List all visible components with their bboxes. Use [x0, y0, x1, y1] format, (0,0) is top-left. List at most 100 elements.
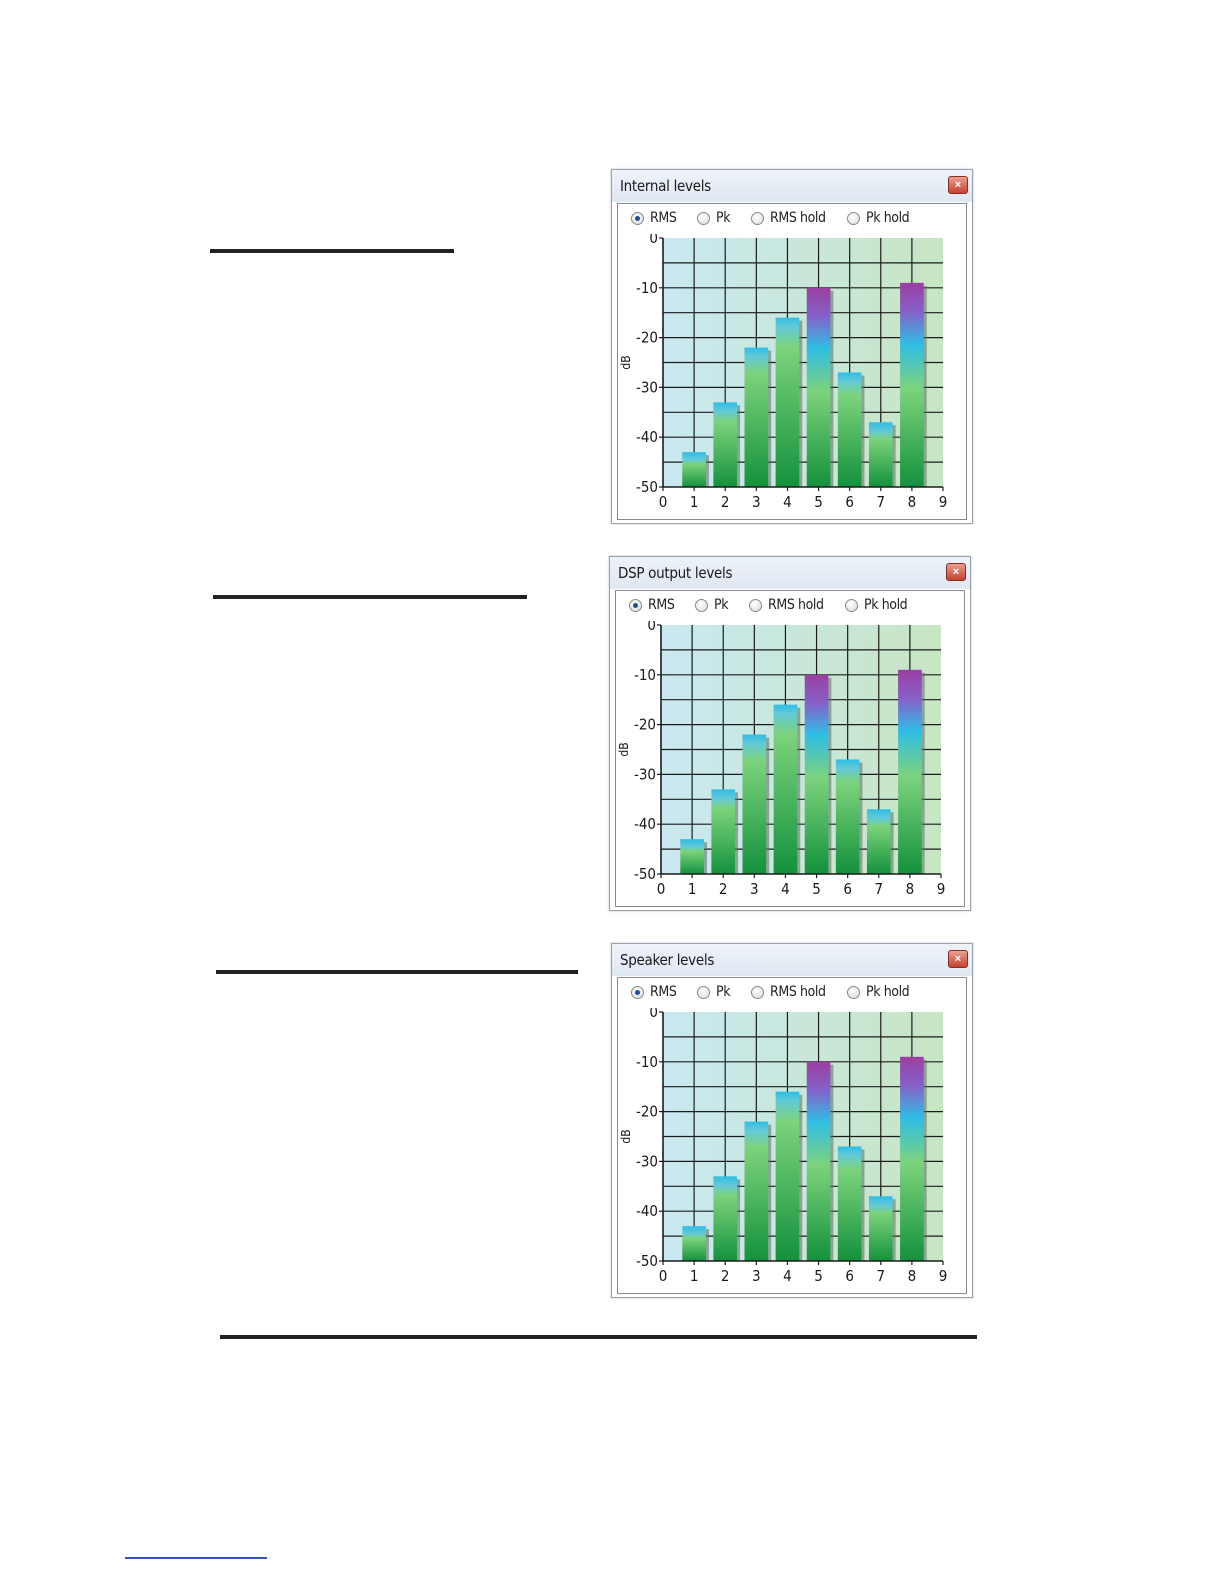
level-bar-7	[866, 809, 891, 874]
level-bar-chart: 0-10-20-30-40-500 1 2 3 4 5 6 7 8 9dB	[619, 1008, 947, 1285]
x-tick-label: 9	[937, 880, 946, 898]
y-tick-label: -50	[636, 478, 658, 496]
x-tick-label: 3	[752, 493, 761, 511]
y-tick-label: -20	[634, 716, 656, 734]
dsp-output-levels-window[interactable]: DSP output levels × RMS Pk RMS hold Pk h…	[609, 556, 971, 911]
y-tick-label: -40	[634, 815, 656, 833]
x-tick-label: 3	[752, 1267, 761, 1285]
radio-label: RMS	[650, 984, 677, 1000]
x-tick-label: 4	[781, 880, 790, 898]
y-tick-label: -10	[636, 279, 658, 297]
window-title: Internal levels	[620, 177, 711, 195]
x-tick-label: 5	[814, 493, 823, 511]
radio-indicator[interactable]	[629, 599, 642, 612]
y-axis-label: dB	[617, 742, 631, 756]
level-bar-2	[713, 402, 738, 487]
radio-label: Pk hold	[866, 984, 910, 1000]
title-bar[interactable]: Speaker levels ×	[612, 944, 972, 976]
x-tick-label: 2	[721, 493, 730, 511]
x-tick-label: 0	[657, 880, 666, 898]
radio-label: Pk hold	[866, 210, 910, 226]
y-tick-label: -30	[636, 1152, 658, 1170]
radio-label: RMS	[650, 210, 677, 226]
radio-indicator[interactable]	[847, 986, 860, 999]
radio-indicator[interactable]	[845, 599, 858, 612]
level-bar-6	[837, 1146, 862, 1261]
level-bar-3	[744, 347, 769, 487]
y-tick-label: 0	[649, 1008, 658, 1021]
level-bar-4	[775, 317, 800, 487]
radio-label: Pk	[714, 597, 729, 613]
radio-label: RMS hold	[770, 210, 826, 226]
x-tick-label: 7	[876, 493, 885, 511]
radio-indicator[interactable]	[695, 599, 708, 612]
mode-radio-group: RMS Pk RMS hold Pk hold	[616, 591, 964, 621]
y-axis-label: dB	[619, 1129, 633, 1143]
x-tick-label: 7	[874, 880, 883, 898]
level-bar-2	[711, 789, 736, 874]
radio-label: Pk	[716, 210, 731, 226]
radio-indicator[interactable]	[751, 986, 764, 999]
mode-radio-group: RMS Pk RMS hold Pk hold	[618, 978, 966, 1008]
x-tick-label: 1	[690, 493, 699, 511]
title-bar[interactable]: DSP output levels ×	[610, 557, 970, 589]
y-tick-label: -50	[636, 1252, 658, 1270]
close-icon: ×	[954, 953, 962, 965]
radio-indicator[interactable]	[631, 212, 644, 225]
x-tick-label: 8	[906, 880, 915, 898]
internal-levels-window[interactable]: Internal levels × RMS Pk RMS hold Pk hol…	[611, 169, 973, 524]
y-tick-label: -40	[636, 428, 658, 446]
close-icon: ×	[954, 179, 962, 191]
level-bar-3	[744, 1121, 769, 1261]
y-tick-label: 0	[647, 621, 656, 634]
level-bar-chart: 0-10-20-30-40-500 1 2 3 4 5 6 7 8 9dB	[619, 234, 948, 511]
x-tick-label: 8	[908, 1267, 917, 1285]
x-tick-label: 6	[845, 493, 854, 511]
close-button[interactable]: ×	[946, 563, 966, 581]
level-bar-5	[806, 287, 831, 487]
mode-radio-group: RMS Pk RMS hold Pk hold	[618, 204, 966, 234]
level-bar-5	[804, 674, 829, 874]
x-tick-label: 2	[721, 1267, 730, 1285]
x-tick-label: 0	[659, 493, 668, 511]
radio-indicator[interactable]	[751, 212, 764, 225]
window-title: DSP output levels	[618, 564, 733, 582]
x-tick-label: 0	[659, 1267, 668, 1285]
close-button[interactable]: ×	[948, 176, 968, 194]
level-bar-4	[775, 1091, 800, 1261]
y-tick-label: -10	[634, 666, 656, 684]
y-tick-label: -20	[636, 1103, 658, 1121]
meter-panel: RMS Pk RMS hold Pk hold 0 -10 -20 -30 -40 -50…	[617, 203, 967, 520]
level-bar-1	[682, 1226, 706, 1261]
y-axis-label: dB	[619, 355, 633, 369]
close-button[interactable]: ×	[948, 950, 968, 968]
level-bar-1	[680, 839, 704, 874]
section-rule-internal	[210, 249, 454, 253]
x-tick-label: 1	[690, 1267, 699, 1285]
radio-indicator[interactable]	[631, 986, 644, 999]
y-tick-label: -10	[636, 1053, 658, 1071]
speaker-levels-window[interactable]: Speaker levels × RMS Pk RMS hold Pk hold…	[611, 943, 973, 1298]
x-tick-label: 7	[876, 1267, 885, 1285]
x-tick-label: 5	[814, 1267, 823, 1285]
radio-label: RMS	[648, 597, 675, 613]
level-bar-chart: 0-10-20-30-40-500 1 2 3 4 5 6 7 8 9dB	[617, 621, 946, 898]
title-bar[interactable]: Internal levels ×	[612, 170, 972, 202]
radio-indicator[interactable]	[749, 599, 762, 612]
y-tick-label: -30	[634, 765, 656, 783]
radio-indicator[interactable]	[697, 986, 710, 999]
y-tick-label: -30	[636, 378, 658, 396]
x-tick-label: 4	[783, 493, 792, 511]
radio-label: Pk	[716, 984, 731, 1000]
level-bar-4	[773, 704, 798, 874]
window-title: Speaker levels	[620, 951, 715, 969]
x-tick-label: 9	[939, 493, 948, 511]
x-tick-label: 5	[812, 880, 821, 898]
meter-panel: RMS Pk RMS hold Pk hold 0 -10 -20 -30 -40 -50…	[617, 977, 967, 1294]
x-tick-label: 6	[845, 1267, 854, 1285]
level-bar-1	[682, 452, 706, 487]
y-tick-label: -40	[636, 1202, 658, 1220]
radio-indicator[interactable]	[847, 212, 860, 225]
radio-indicator[interactable]	[697, 212, 710, 225]
section-rule-bottom	[220, 1335, 977, 1339]
